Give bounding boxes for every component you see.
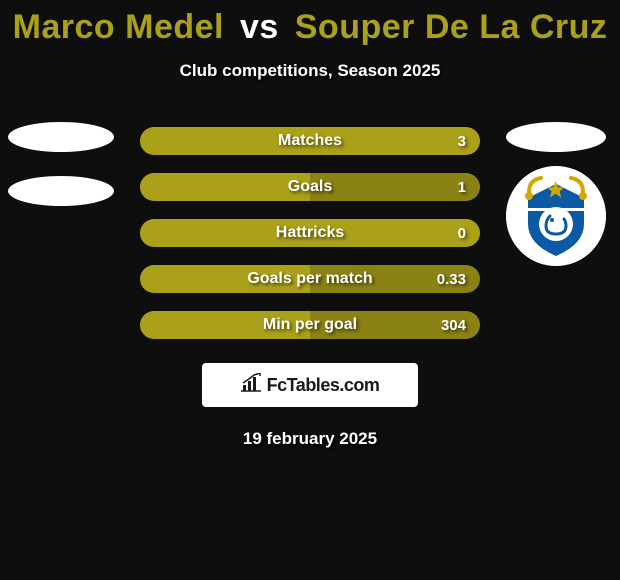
stat-value-right: 304 <box>441 317 466 334</box>
branding-text: FcTables.com <box>267 375 380 396</box>
stat-row-hattricks: Hattricks 0 <box>140 219 480 247</box>
stat-value-right: 1 <box>458 179 466 196</box>
player1-club-placeholder <box>8 176 114 206</box>
player2-name: Souper De La Cruz <box>295 8 608 46</box>
player2-avatar-placeholder <box>506 122 606 152</box>
stat-row-gpm: Goals per match 0.33 <box>140 265 480 293</box>
player1-name: Marco Medel <box>13 8 224 46</box>
stat-label: Matches <box>278 132 342 150</box>
comparison-title: Marco Medel vs Souper De La Cruz <box>0 0 620 47</box>
stat-value-right: 0.33 <box>437 271 466 288</box>
stat-value-right: 0 <box>458 225 466 242</box>
subtitle: Club competitions, Season 2025 <box>0 61 620 81</box>
branding-box: FcTables.com <box>202 363 418 407</box>
stat-label: Hattricks <box>276 224 344 242</box>
stat-row-goals: Goals 1 <box>140 173 480 201</box>
stats-container: Matches 3 Goals 1 Hattricks 0 Goals per … <box>140 127 480 339</box>
stat-label: Min per goal <box>263 316 357 334</box>
player1-avatar-placeholder <box>8 122 114 152</box>
chart-icon <box>241 373 263 398</box>
stat-row-matches: Matches 3 <box>140 127 480 155</box>
left-avatar-column <box>8 122 114 230</box>
stat-value-right: 3 <box>458 133 466 150</box>
player2-club-badge <box>506 166 606 266</box>
vs-text: vs <box>240 8 279 46</box>
club-badge-icon <box>506 166 606 266</box>
stat-label: Goals per match <box>247 270 372 288</box>
right-avatar-column <box>506 122 606 266</box>
footer-date: 19 february 2025 <box>0 429 620 449</box>
stat-label: Goals <box>288 178 332 196</box>
stat-row-mpg: Min per goal 304 <box>140 311 480 339</box>
